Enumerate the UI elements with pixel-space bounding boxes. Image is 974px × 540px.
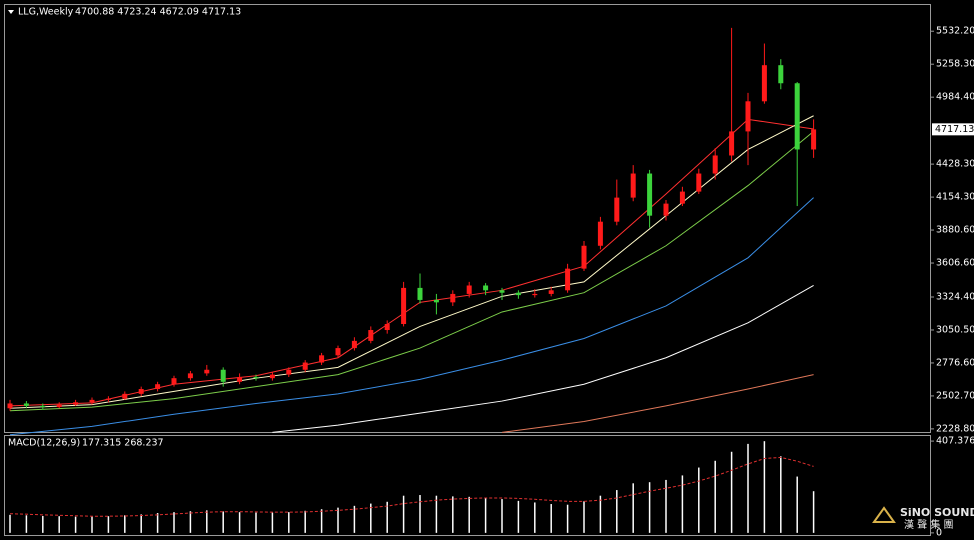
candle-body (614, 197, 620, 222)
watermark: SiNO SOUND 漢 聲 集 團 (872, 506, 974, 531)
moving-average (9, 131, 814, 412)
candle-body (515, 292, 521, 296)
y-tick-label: 4154.30 (936, 192, 974, 203)
candle-body (483, 285, 489, 291)
candle-body (73, 402, 79, 405)
y-tick-label: 0 (936, 527, 942, 538)
candle-body (597, 221, 603, 246)
y-tick-label: 4428.30 (936, 159, 974, 170)
candle-body (204, 369, 210, 374)
candle-body (89, 399, 95, 403)
candle-body (778, 65, 784, 84)
macd-readout: 177.315 268.237 (82, 438, 164, 449)
candle-body (105, 398, 111, 400)
candle-body (663, 203, 669, 216)
candle-body (155, 384, 161, 390)
candle-body (696, 173, 702, 192)
candle-body (532, 293, 538, 296)
price-panel (4, 4, 931, 433)
moving-average (272, 285, 814, 433)
y-tick-label: 3050.50 (936, 324, 974, 335)
candle-body (548, 290, 554, 294)
y-tick-label: 3606.60 (936, 258, 974, 269)
chart-title: LLG,Weekly (18, 7, 74, 18)
candle-body (794, 83, 800, 150)
candle-body (630, 173, 636, 198)
candle-body (417, 287, 423, 300)
candle-body (237, 376, 243, 382)
candle-body (581, 245, 587, 269)
candle-body (401, 287, 407, 325)
candle-body (433, 299, 439, 303)
candle-body (171, 378, 177, 385)
candle-body (122, 393, 128, 399)
candle-body (466, 285, 472, 294)
candle-body (7, 403, 13, 409)
y-tick-label: 3880.60 (936, 225, 974, 236)
y-tick-label: 407.376 (936, 436, 974, 447)
candle-body (187, 373, 193, 379)
candle-body (56, 404, 62, 408)
candle-body (729, 131, 735, 156)
candle-body (40, 405, 46, 408)
macd-panel (4, 435, 931, 536)
moving-average (9, 115, 814, 409)
candle-body (220, 369, 226, 382)
candle-body (23, 403, 29, 406)
candle-body (712, 155, 718, 174)
candle-body (253, 376, 259, 379)
candle-body (499, 290, 505, 293)
candle-body (679, 191, 685, 204)
logo-icon (872, 506, 896, 523)
panel-arrow (8, 10, 14, 14)
y-tick-label: 2228.80 (936, 423, 974, 434)
candle-body (269, 374, 275, 379)
moving-average (501, 374, 814, 433)
signal-line (9, 456, 814, 517)
candle-body (286, 369, 292, 375)
candle-body (761, 65, 767, 102)
candle-body (319, 355, 325, 363)
candle-body (368, 330, 374, 341)
candle-body (450, 293, 456, 303)
ohlc-readout: 4700.88 4723.24 4672.09 4717.13 (75, 7, 241, 18)
candle-body (351, 340, 357, 349)
watermark-brand: SiNO SOUND (900, 506, 974, 519)
y-tick-label: 4984.40 (936, 92, 974, 103)
candle-body (302, 362, 308, 370)
y-tick-label: 5258.30 (936, 59, 974, 70)
y-tick-label: 2502.70 (936, 390, 974, 401)
moving-average (9, 197, 814, 436)
y-tick-label: 2776.60 (936, 357, 974, 368)
candle-body (335, 348, 341, 356)
candle-body (384, 324, 390, 331)
last-price-box (932, 123, 974, 136)
candle-body (745, 101, 751, 132)
last-price-label: 4717.13 (935, 124, 974, 135)
candle-body (565, 268, 571, 291)
y-tick-label: 3324.40 (936, 292, 974, 303)
candle-body (647, 173, 653, 216)
candle-body (811, 129, 817, 150)
macd-title: MACD(12,26,9) (8, 438, 80, 449)
y-tick-label: 5532.20 (936, 26, 974, 37)
watermark-group: 漢 聲 集 團 (904, 518, 954, 531)
candle-body (138, 389, 144, 394)
